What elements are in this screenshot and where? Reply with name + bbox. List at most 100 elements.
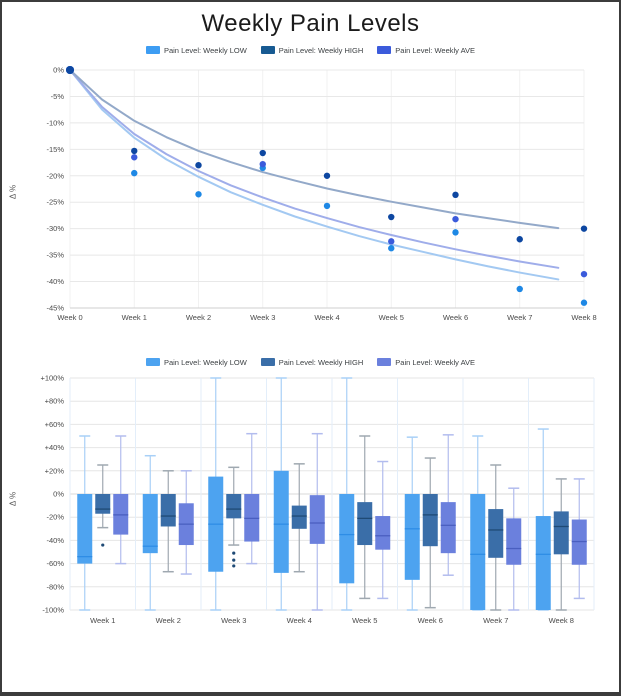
box (404, 494, 420, 580)
x-tick-label: Week 1 (122, 313, 147, 322)
y-tick-label: -5% (51, 92, 65, 101)
trendline (69, 69, 560, 269)
data-point (580, 225, 588, 232)
x-tick-label: Week 6 (443, 313, 468, 322)
data-point (452, 215, 459, 223)
legend-swatch-icon (260, 358, 275, 366)
outlier-point (232, 551, 236, 555)
y-tick-label: 0% (53, 490, 64, 499)
y-tick-label: 0% (53, 66, 64, 75)
legend-label: Pain Level: Weekly HIGH (278, 45, 364, 55)
y-tick-label: -20% (46, 171, 64, 180)
box (273, 470, 289, 573)
distribution-chart-grid (69, 377, 595, 611)
trend-chart-legend-item: Pain Level: Weekly HIGH (260, 45, 364, 55)
x-tick-label: Week 4 (287, 616, 312, 625)
box (488, 509, 504, 558)
data-point (516, 236, 523, 243)
x-tick-label: Week 1 (90, 616, 115, 625)
data-point (323, 202, 331, 210)
x-tick-label: Week 7 (507, 313, 532, 322)
y-tick-label: -15% (46, 145, 64, 154)
outlier-point (232, 564, 236, 568)
y-tick-label: -40% (46, 277, 64, 286)
trendline (69, 69, 560, 230)
x-tick-label: Week 2 (156, 616, 181, 625)
data-point (516, 285, 523, 293)
data-point (195, 162, 202, 169)
legend-swatch-icon (145, 358, 160, 366)
data-point (452, 229, 459, 236)
data-point (259, 149, 266, 157)
data-point (131, 147, 138, 155)
box-series (77, 377, 551, 611)
legend-swatch-icon (260, 46, 275, 54)
y-tick-label: -45% (46, 304, 64, 313)
box (357, 502, 373, 546)
data-point (66, 66, 74, 74)
data-point (259, 160, 266, 168)
y-tick-label: -60% (46, 559, 64, 568)
box (535, 516, 551, 610)
distribution-chart-legend-item: Pain Level: Weekly HIGH (260, 357, 364, 367)
scatter-series (66, 66, 588, 243)
distribution-chart-legend-item: Pain Level: Weekly AVE (377, 358, 475, 367)
x-tick-label: Week 3 (250, 313, 275, 322)
x-tick-label: Week 5 (352, 616, 377, 625)
distribution-chart-legend-item: Pain Level: Weekly LOW (145, 357, 247, 367)
box (422, 494, 438, 547)
box-series (113, 432, 587, 611)
trend-chart-legend-item: Pain Level: Weekly AVE (377, 46, 475, 55)
y-tick-label: -35% (46, 251, 64, 260)
data-point (131, 154, 138, 161)
page-title: Weekly Pain Levels (201, 10, 420, 37)
box (142, 494, 158, 554)
legend-label: Pain Level: Weekly AVE (395, 357, 476, 367)
x-tick-label: Week 8 (571, 313, 596, 322)
data-point (131, 169, 138, 177)
outlier-point (101, 543, 105, 547)
x-tick-label: Week 2 (186, 313, 211, 322)
legend-label: Pain Level: Weekly LOW (163, 357, 247, 367)
box (339, 494, 355, 584)
y-tick-label: -30% (46, 224, 64, 233)
box (375, 516, 391, 550)
y-tick-label: -10% (46, 118, 64, 127)
x-tick-label: Week 4 (314, 313, 339, 322)
data-point (195, 191, 202, 198)
data-point (452, 191, 459, 199)
y-tick-label: -100% (42, 606, 64, 615)
box (309, 495, 325, 544)
x-tick-label: Week 8 (549, 616, 574, 625)
box (553, 511, 569, 555)
data-point (580, 299, 588, 306)
y-tick-label: +80% (45, 397, 65, 406)
y-tick-label: +100% (40, 374, 64, 383)
trend-chart-legend: Pain Level: Weekly LOW Pain Level: Weekly… (4, 44, 617, 56)
y-tick-label: -25% (46, 198, 64, 207)
trendline (69, 69, 560, 281)
x-tick-label: Week 7 (483, 616, 508, 625)
y-tick-label: -20% (46, 513, 64, 522)
box (470, 494, 486, 610)
legend-swatch-icon (145, 46, 160, 54)
box (160, 494, 176, 527)
distribution-chart: Pain Level: Weekly LOW Pain Level: Weekly… (4, 356, 617, 628)
y-tick-label: +40% (45, 443, 65, 452)
legend-label: Pain Level: Weekly HIGH (278, 357, 364, 367)
trend-chart: Pain Level: Weekly LOW Pain Level: Weekly… (4, 44, 617, 326)
data-point (388, 245, 395, 252)
box (506, 518, 522, 565)
x-tick-label: Week 0 (57, 313, 82, 322)
y-tick-label: +60% (45, 420, 65, 429)
distribution-chart-canvas: +100% +80% +60% +40% +20% 0% -20% -40% -60% -80% -… (40, 374, 595, 625)
trend-chart-legend-item: Pain Level: Weekly LOW (145, 45, 247, 55)
legend-swatch-icon (377, 358, 392, 366)
trend-chart-y-axis-title: Δ % (8, 184, 18, 200)
box (95, 494, 111, 514)
x-tick-label: Week 6 (418, 616, 443, 625)
legend-label: Pain Level: Weekly LOW (163, 45, 247, 55)
box (226, 494, 242, 519)
distribution-chart-legend: Pain Level: Weekly LOW Pain Level: Weekly… (4, 356, 617, 368)
